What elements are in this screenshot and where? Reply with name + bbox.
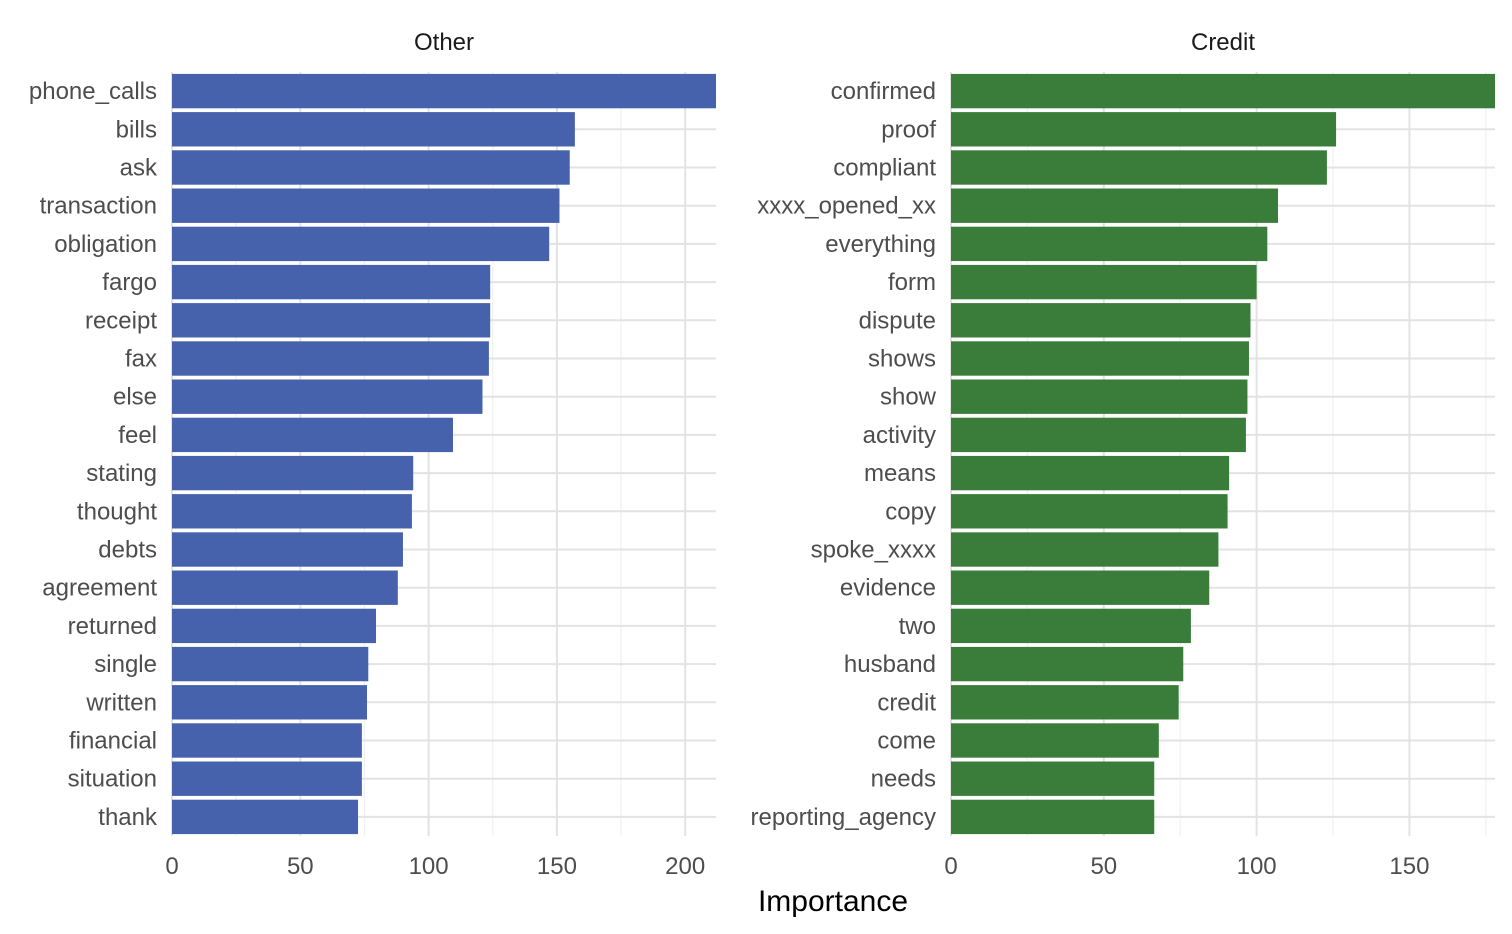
- bar-feel: [172, 417, 453, 453]
- bar-show: [951, 379, 1248, 414]
- bar-phone-calls: [172, 73, 716, 109]
- category-label: obligation: [54, 231, 157, 258]
- category-label: two: [899, 613, 936, 640]
- x-tick-label: 150: [1389, 853, 1429, 880]
- category-label: thought: [77, 498, 157, 525]
- category-label: returned: [68, 613, 157, 640]
- category-label: fax: [125, 346, 157, 373]
- bar-else: [172, 379, 483, 414]
- category-label: receipt: [85, 307, 157, 334]
- x-axis-title: Importance: [758, 885, 908, 918]
- bar-form: [951, 264, 1257, 300]
- x-tick-label: 200: [665, 853, 705, 880]
- category-label: dispute: [859, 307, 936, 334]
- x-tick-label: 150: [537, 853, 577, 880]
- bar-single: [172, 646, 369, 682]
- category-label: confirmed: [831, 78, 936, 105]
- category-label: needs: [871, 766, 936, 793]
- bar-financial: [172, 723, 362, 758]
- category-label: shows: [868, 346, 936, 373]
- bar-receipt: [172, 303, 491, 338]
- bar-confirmed: [951, 73, 1495, 109]
- category-label: activity: [863, 422, 936, 449]
- x-tick-label: 100: [1237, 853, 1277, 880]
- category-label: evidence: [840, 575, 936, 602]
- bar-reporting-agency: [951, 799, 1155, 835]
- category-label: copy: [885, 498, 936, 525]
- bar-compliant: [951, 150, 1327, 185]
- panel-credit: confirmed proof compliant xxxx_opened_xxeve…: [751, 29, 1495, 880]
- bar-returned: [172, 608, 376, 644]
- bar-two: [951, 608, 1191, 644]
- category-label: ask: [120, 155, 158, 182]
- bar-evidence: [951, 570, 1210, 605]
- bar-written: [172, 685, 368, 720]
- category-label: thank: [98, 804, 158, 831]
- category-label: financial: [69, 728, 157, 755]
- category-label: single: [94, 651, 157, 678]
- category-label: transaction: [40, 193, 157, 220]
- facet-title: Other: [414, 29, 474, 56]
- category-label: form: [888, 269, 936, 296]
- bar-credit: [951, 685, 1179, 720]
- category-label: show: [880, 384, 937, 411]
- bar-shows: [951, 341, 1249, 376]
- bar-ask: [172, 150, 570, 185]
- category-label: else: [113, 384, 157, 411]
- bar-fargo: [172, 264, 491, 300]
- category-label: come: [877, 728, 936, 755]
- bar-come: [951, 723, 1159, 758]
- category-label: agreement: [42, 575, 157, 602]
- bar-husband: [951, 646, 1184, 682]
- bar-fax: [172, 341, 489, 376]
- category-label: proof: [881, 116, 936, 143]
- bar-xxxx-opened-xx: [951, 188, 1279, 223]
- x-tick-label: 0: [165, 853, 178, 880]
- bar-activity: [951, 417, 1246, 453]
- bar-thank: [172, 799, 359, 835]
- category-label: reporting_agency: [751, 804, 936, 831]
- x-tick-label: 0: [944, 853, 957, 880]
- bar-bills: [172, 112, 575, 147]
- bar-obligation: [172, 226, 550, 262]
- category-label: phone_calls: [29, 78, 157, 105]
- category-label: feel: [118, 422, 157, 449]
- bar-needs: [951, 761, 1155, 796]
- category-label: debts: [98, 537, 157, 564]
- category-label: stating: [86, 460, 157, 487]
- category-label: spoke_xxxx: [811, 537, 936, 564]
- bar-agreement: [172, 570, 398, 605]
- category-label: written: [85, 689, 157, 716]
- bar-debts: [172, 532, 403, 567]
- bar-situation: [172, 761, 362, 796]
- x-tick-label: 50: [1090, 853, 1117, 880]
- category-label: bills: [116, 116, 157, 143]
- category-label: compliant: [833, 155, 936, 182]
- category-label: situation: [68, 766, 157, 793]
- category-label: everything: [825, 231, 936, 258]
- x-tick-label: 50: [287, 853, 314, 880]
- bar-copy: [951, 494, 1228, 529]
- category-label: fargo: [102, 269, 157, 296]
- x-tick-label: 100: [409, 853, 449, 880]
- bar-everything: [951, 226, 1268, 262]
- bar-dispute: [951, 303, 1251, 338]
- facet-title: Credit: [1191, 29, 1255, 56]
- category-label: xxxx_opened_xx: [757, 193, 936, 220]
- category-label: means: [864, 460, 936, 487]
- bar-proof: [951, 112, 1337, 147]
- bar-spoke-xxxx: [951, 532, 1219, 567]
- bar-means: [951, 455, 1230, 491]
- bar-thought: [172, 494, 412, 529]
- category-label: credit: [877, 689, 936, 716]
- category-label: husband: [844, 651, 936, 678]
- bar-stating: [172, 455, 414, 491]
- bar-transaction: [172, 188, 560, 223]
